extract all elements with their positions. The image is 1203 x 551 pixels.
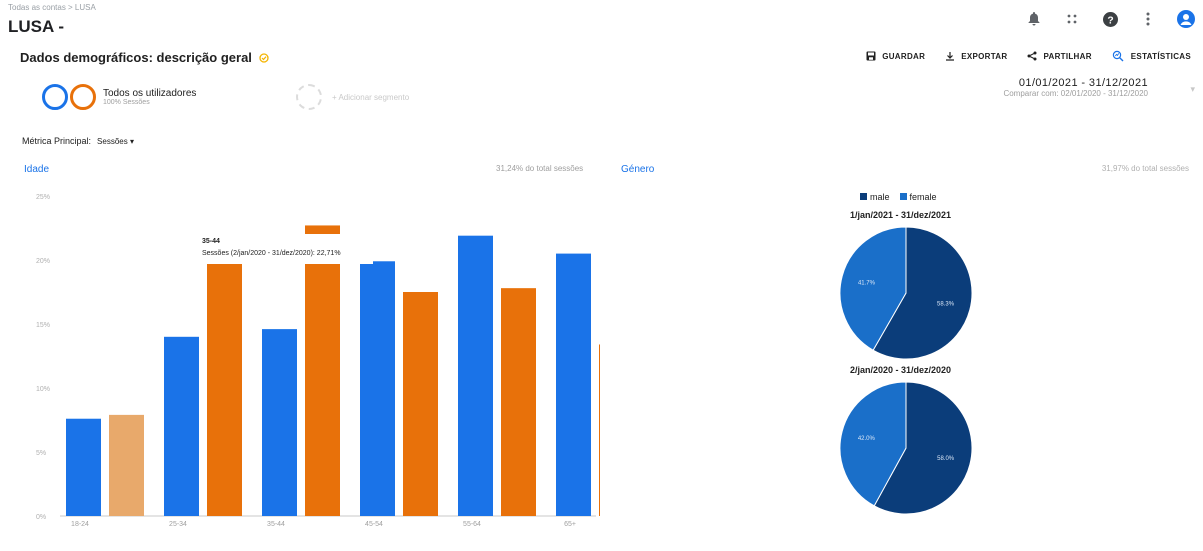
chart-tooltip: 35-44 Sessões (2/jan/2020 - 31/dez/2020):…	[198, 234, 373, 264]
top-icons: ?	[1025, 10, 1195, 28]
bar-25-34-series-2[interactable]	[207, 262, 242, 516]
date-range-picker[interactable]: 01/01/2021 - 31/12/2021 Comparar com: 02…	[1003, 77, 1148, 98]
share-button[interactable]: PARTILHAR	[1027, 50, 1091, 62]
y-tick-label: 0%	[36, 514, 46, 521]
x-tick-label: 55-64	[463, 521, 481, 528]
legend-item-male: male	[860, 192, 890, 202]
verified-icon	[258, 53, 269, 63]
insights-icon	[1112, 50, 1124, 62]
save-icon	[866, 51, 876, 61]
add-segment-button[interactable]: + Adicionar segmento	[296, 84, 409, 110]
page-title: Dados demográficos: descrição geral	[20, 50, 269, 65]
legend-item-female: female	[899, 192, 937, 202]
bar-18-24-series-2[interactable]	[109, 414, 144, 516]
age-percent-of-total: 31,24% do total sessões	[496, 164, 584, 173]
bar-35-44-series-1[interactable]	[262, 329, 297, 516]
gender-legend: male female	[860, 192, 937, 202]
bar-65+-series-1[interactable]	[556, 253, 591, 516]
share-icon	[1027, 51, 1037, 61]
y-tick-label: 15%	[36, 322, 50, 329]
export-button[interactable]: EXPORTAR	[945, 50, 1007, 62]
breadcrumb[interactable]: Todas as contas > LUSA	[8, 3, 96, 12]
segment-chip[interactable]: Todos os utilizadores 100% Sessões	[42, 84, 196, 110]
pie-slice-label: 58.0%	[937, 456, 955, 462]
tooltip-title: 35-44	[202, 238, 220, 245]
date-range-current: 01/01/2021 - 31/12/2021	[1018, 77, 1148, 89]
y-tick-label: 20%	[36, 258, 50, 265]
bar-35-44-series-2[interactable]	[305, 225, 340, 516]
apps-icon[interactable]	[1063, 10, 1081, 28]
pie-slice-label: 58.3%	[937, 302, 955, 308]
gender-percent-of-total: 31,97% do total sessões	[1101, 164, 1189, 173]
x-tick-label: 35-44	[267, 521, 285, 528]
pie-slice-label: 41.7%	[858, 280, 876, 286]
bar-18-24-series-1[interactable]	[66, 418, 101, 516]
more-vert-icon[interactable]	[1139, 10, 1157, 28]
y-tick-label: 10%	[36, 386, 50, 393]
bell-icon[interactable]	[1025, 10, 1043, 28]
y-tick-label: 5%	[36, 450, 46, 457]
bar-55-64-series-2[interactable]	[501, 288, 536, 516]
tooltip-text: Sessões (2/jan/2020 - 31/dez/2020): 22,7…	[202, 250, 341, 257]
x-tick-label: 18-24	[71, 521, 89, 528]
pie-slice-male[interactable]	[873, 381, 973, 515]
bar-65+-series-2[interactable]	[599, 344, 600, 516]
bar-45-54-series-1[interactable]	[360, 261, 395, 516]
gender-pie-current: 58.3% 41.7%	[839, 226, 973, 360]
share-label: PARTILHAR	[1043, 51, 1092, 61]
bar-25-34-series-1[interactable]	[164, 336, 199, 516]
y-tick-label: 25%	[36, 194, 50, 201]
avatar-icon[interactable]	[1177, 10, 1195, 28]
metric-label: Métrica Principal:	[22, 136, 92, 146]
gender-section-title[interactable]: Género	[621, 164, 655, 175]
age-bar-chart: 0% 5% 10% 15% 20% 25% 18-24 25-34 35-44 45-54 55-6…	[36, 194, 600, 528]
segment-percent: 100% Sessões	[103, 99, 150, 106]
segment-circle-orange-icon	[70, 84, 96, 110]
pie-slice-female[interactable]	[839, 381, 907, 507]
pie-current-title: 1/jan/2021 - 31/dez/2021	[850, 210, 952, 220]
bar-55-64-series-1[interactable]	[458, 235, 493, 516]
account-selector[interactable]: LUSA -	[8, 17, 65, 36]
pie-slice-male[interactable]	[872, 226, 973, 360]
segment-name: Todos os utilizadores	[103, 88, 197, 99]
report-toolbar: GUARDAR EXPORTAR PARTILHAR ESTATÍSTICAS	[866, 50, 1191, 62]
date-range-compare: Comparar com: 02/01/2020 - 31/12/2020	[1003, 89, 1148, 98]
age-section-title[interactable]: Idade	[24, 164, 50, 175]
pie-slice-label: 42.0%	[858, 436, 876, 442]
x-tick-label: 45-54	[365, 521, 383, 528]
save-label: GUARDAR	[882, 51, 926, 61]
primary-metric: Métrica Principal: Sessões ▾	[22, 136, 134, 146]
export-label: EXPORTAR	[961, 51, 1008, 61]
bar-45-54-series-2[interactable]	[403, 292, 438, 516]
help-icon[interactable]: ?	[1101, 10, 1119, 28]
x-tick-label: 65+	[564, 521, 576, 528]
metric-value: Sessões	[97, 136, 128, 146]
date-dropdown-icon[interactable]: ▾	[1190, 84, 1195, 94]
x-tick-label: 25-34	[169, 521, 187, 528]
save-button[interactable]: GUARDAR	[866, 50, 925, 62]
add-segment-circle-icon	[296, 84, 322, 110]
add-segment-label: + Adicionar segmento	[332, 92, 410, 102]
segment-circle-blue-icon	[42, 84, 68, 110]
export-icon	[946, 52, 955, 61]
pie-slice-female[interactable]	[839, 226, 907, 351]
insights-button[interactable]: ESTATÍSTICAS	[1112, 50, 1191, 62]
gender-pie-compare: 58.0% 42.0%	[839, 381, 973, 515]
insights-label: ESTATÍSTICAS	[1130, 51, 1191, 61]
pie-compare-title: 2/jan/2020 - 31/dez/2020	[850, 365, 952, 375]
svg-text:?: ?	[1107, 15, 1113, 26]
metric-dropdown[interactable]: Sessões ▾	[97, 136, 134, 146]
